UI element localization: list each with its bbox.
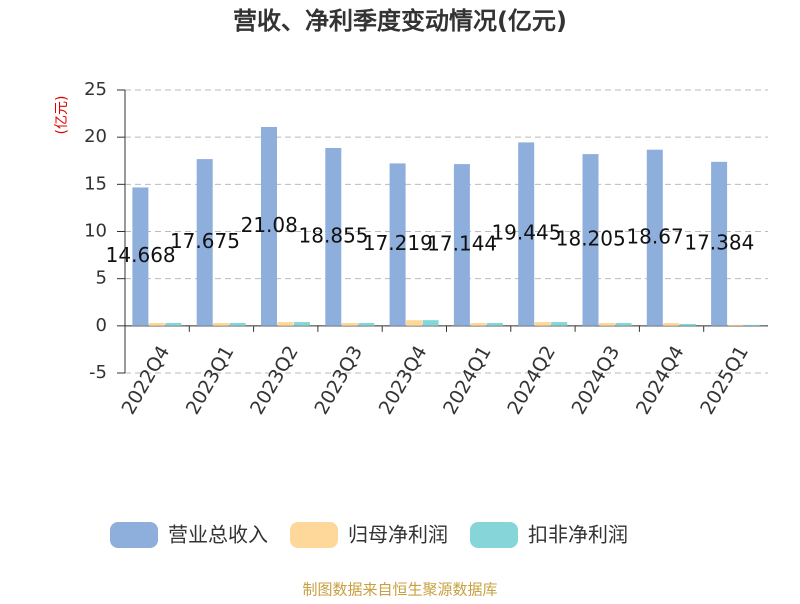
bar <box>551 322 568 326</box>
x-tick-label: 2025Q1 <box>696 342 753 418</box>
data-label: 21.08 <box>241 213 298 237</box>
bar <box>422 320 439 326</box>
y-tick-label: 25 <box>84 79 107 100</box>
x-tick-label: 2024Q2 <box>503 342 560 418</box>
legend-label: 扣非净利润 <box>528 523 628 547</box>
bar <box>744 324 761 326</box>
legend-label: 营业总收入 <box>168 523 268 547</box>
bar <box>325 147 342 326</box>
bar <box>486 323 503 326</box>
bar <box>165 323 182 326</box>
bar <box>277 322 294 326</box>
bar <box>196 159 213 326</box>
chart-title: 营收、净利季度变动情况(亿元) <box>233 7 567 35</box>
x-tick-label: 2022Q4 <box>117 342 174 418</box>
data-label: 18.855 <box>299 223 369 247</box>
data-label: 17.144 <box>427 231 497 255</box>
data-label: 17.384 <box>684 230 754 254</box>
bar <box>615 323 632 326</box>
data-label: 14.668 <box>106 243 176 267</box>
y-tick-label: -5 <box>89 362 107 383</box>
y-tick-label: 0 <box>96 315 107 336</box>
bar <box>727 324 744 326</box>
x-tick-label: 2024Q1 <box>439 342 496 418</box>
y-axis-label: (亿元) <box>54 96 70 135</box>
y-tick-label: 5 <box>96 268 107 289</box>
bar <box>711 161 728 326</box>
bar <box>229 323 246 326</box>
x-tick-label: 2023Q4 <box>375 342 432 418</box>
bar <box>646 149 663 326</box>
bar <box>406 320 423 326</box>
bar <box>148 323 165 326</box>
y-tick-label: 15 <box>84 173 107 194</box>
source-note: 制图数据来自恒生聚源数据库 <box>302 581 497 599</box>
y-tick-label: 20 <box>84 126 107 147</box>
bar <box>518 142 535 326</box>
x-tick-label: 2024Q4 <box>632 342 689 418</box>
bar <box>358 323 375 326</box>
bar <box>534 322 551 326</box>
bar <box>213 323 230 326</box>
data-label: 19.445 <box>491 221 561 245</box>
bar <box>341 323 358 326</box>
x-tick-label: 2023Q3 <box>310 342 367 418</box>
x-tick-label: 2024Q3 <box>568 342 625 418</box>
bar <box>599 323 615 326</box>
bar <box>294 322 310 326</box>
bar <box>582 154 599 326</box>
bar <box>132 187 149 326</box>
data-label: 18.67 <box>626 224 683 248</box>
bar <box>453 164 470 326</box>
x-tick-label: 2023Q2 <box>246 342 303 418</box>
legend-swatch <box>110 522 158 548</box>
bar <box>663 323 680 326</box>
x-tick-label: 2023Q1 <box>182 342 239 418</box>
legend-swatch <box>290 522 338 548</box>
data-label: 17.219 <box>363 231 433 255</box>
bar <box>389 163 406 326</box>
legend-label: 归母净利润 <box>348 523 448 547</box>
legend-swatch <box>470 522 518 548</box>
bar <box>261 126 277 326</box>
data-label: 18.205 <box>556 226 626 250</box>
data-label: 17.675 <box>170 229 240 253</box>
bar <box>470 323 487 326</box>
y-tick-label: 10 <box>84 221 107 242</box>
bar <box>679 323 696 326</box>
